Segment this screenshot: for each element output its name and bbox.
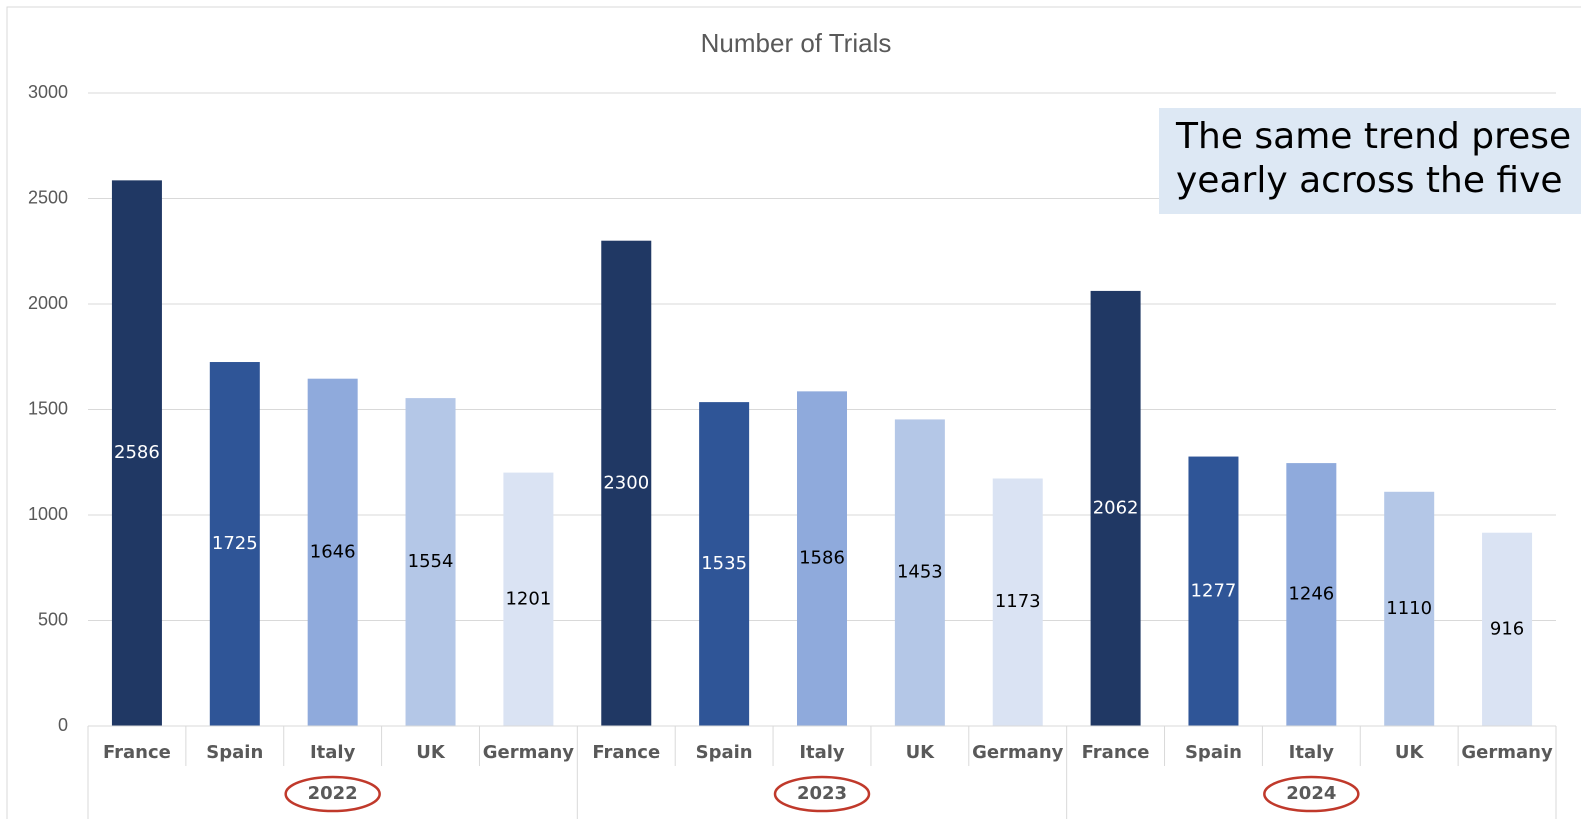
x-tick-label: Spain: [1185, 742, 1242, 763]
x-tick-label: Italy: [799, 742, 845, 763]
value-label: 1725: [212, 533, 258, 554]
y-tick-label: 2000: [28, 293, 68, 313]
value-label: 1453: [897, 562, 943, 583]
x-tick-label: Italy: [1289, 742, 1335, 763]
x-tick-label: Germany: [972, 742, 1064, 763]
value-label: 1173: [995, 591, 1041, 612]
group-label: 2022: [308, 783, 358, 804]
y-tick-label: 1500: [28, 398, 68, 418]
annotation-box: [1159, 108, 1581, 214]
value-label: 916: [1490, 618, 1524, 639]
x-tick-label: Italy: [310, 742, 356, 763]
bar: [992, 478, 1043, 726]
group-highlight: [284, 775, 381, 813]
value-label: 1277: [1191, 580, 1237, 601]
y-tick-label: 2500: [28, 187, 68, 207]
y-tick-label: 3000: [28, 82, 68, 102]
x-tick-label: Germany: [1461, 742, 1553, 763]
group-label: 2023: [797, 783, 847, 804]
group-highlight: [1263, 775, 1360, 813]
y-tick-label: 1000: [28, 504, 68, 524]
x-tick-label: France: [1082, 742, 1150, 763]
bar: [503, 472, 554, 726]
bar: [894, 419, 945, 726]
value-label: 2586: [114, 442, 160, 463]
value-label: 1110: [1386, 598, 1432, 619]
y-tick-label: 500: [38, 609, 68, 629]
group-label: 2024: [1286, 783, 1336, 804]
x-tick-label: UK: [906, 742, 936, 763]
x-tick-label: Spain: [206, 742, 263, 763]
bar: [1188, 456, 1239, 726]
x-tick-label: UK: [1395, 742, 1425, 763]
bar: [307, 378, 358, 726]
value-label: 1246: [1288, 584, 1334, 605]
bar: [1482, 532, 1533, 726]
value-label: 2062: [1093, 497, 1139, 518]
bar: [699, 402, 750, 726]
bar: [601, 240, 652, 726]
value-label: 1535: [701, 553, 747, 574]
bar: [1286, 463, 1337, 726]
bar: [405, 398, 456, 726]
x-tick-label: Spain: [696, 742, 753, 763]
bar: [209, 362, 260, 726]
chart-title: Number of Trials: [701, 28, 892, 58]
y-tick-label: 0: [58, 715, 68, 735]
value-label: 1646: [310, 541, 356, 562]
x-tick-label: France: [103, 742, 171, 763]
value-label: 1554: [408, 551, 454, 572]
bar: [111, 180, 162, 726]
bar: [1384, 491, 1435, 726]
x-tick-label: France: [592, 742, 660, 763]
x-tick-label: Germany: [483, 742, 575, 763]
annotation-text: yearly across the five: [1176, 160, 1563, 201]
x-tick-label: UK: [416, 742, 446, 763]
annotation-text: The same trend prese: [1175, 116, 1571, 157]
value-label: 1586: [799, 548, 845, 569]
value-label: 1201: [505, 588, 551, 609]
group-highlight: [773, 775, 871, 813]
bar: [1090, 290, 1141, 726]
value-label: 2300: [603, 472, 649, 493]
bar: [797, 391, 847, 726]
